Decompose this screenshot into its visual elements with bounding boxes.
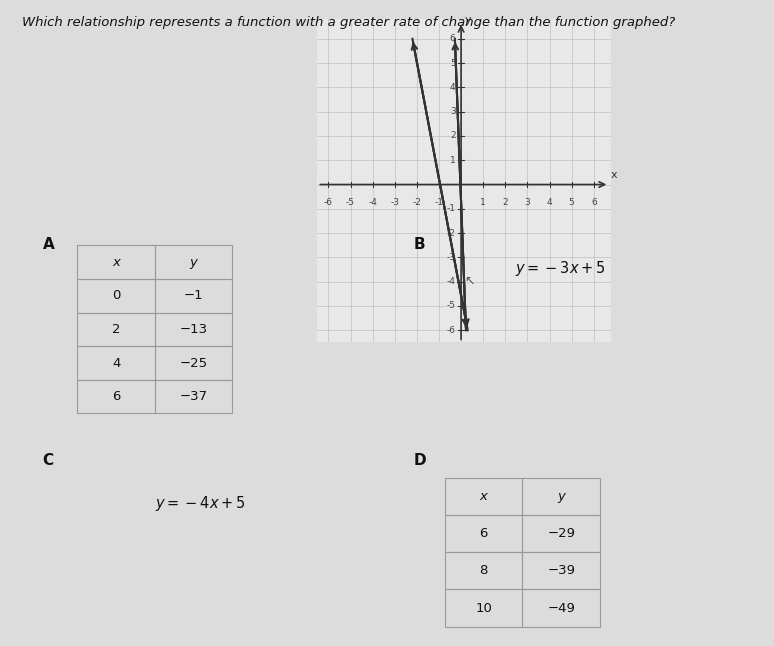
Bar [77,346,155,380]
Text: -5: -5 [346,198,355,207]
Text: -4: -4 [447,277,456,286]
Text: 0: 0 [112,289,120,302]
Text: 6: 6 [112,390,120,403]
Bar [77,279,155,313]
Text: $y = -4x + 5$: $y = -4x + 5$ [155,494,245,514]
Bar [445,589,522,627]
Text: 5: 5 [569,198,574,207]
Text: −37: −37 [180,390,207,403]
Text: −49: −49 [547,601,575,614]
Text: 6: 6 [450,34,456,43]
Text: C: C [43,453,53,468]
Text: 10: 10 [475,601,492,614]
Text: -2: -2 [447,229,456,238]
Text: −25: −25 [180,357,207,370]
Bar [522,552,600,589]
Text: 4: 4 [546,198,553,207]
Text: ↖: ↖ [464,275,475,287]
Text: −39: −39 [547,565,575,578]
Text: D: D [414,453,426,468]
Bar [445,478,522,516]
Text: -3: -3 [390,198,399,207]
Bar [522,478,600,516]
Text: -4: -4 [368,198,377,207]
Text: -1: -1 [447,204,456,213]
Text: y: y [190,256,197,269]
Text: 2: 2 [450,131,456,140]
Text: 1: 1 [450,156,456,165]
Text: 2: 2 [112,323,120,336]
Bar [155,380,232,413]
Bar [77,245,155,279]
Text: 3: 3 [450,107,456,116]
Text: 6: 6 [591,198,597,207]
Text: $y = -3x + 5$: $y = -3x + 5$ [515,258,605,278]
Text: x: x [112,256,120,269]
Text: 4: 4 [450,83,456,92]
Bar [522,516,600,552]
Text: Which relationship represents a function with a greater rate of change than the : Which relationship represents a function… [22,16,675,29]
Text: y: y [464,15,471,25]
Bar [155,245,232,279]
Text: −13: −13 [180,323,207,336]
Text: 5: 5 [450,59,456,68]
Text: A: A [43,236,54,252]
Text: x: x [480,490,488,503]
Bar [77,313,155,346]
Text: -2: -2 [413,198,421,207]
Text: 6: 6 [480,527,488,540]
Text: −29: −29 [547,527,575,540]
Text: B: B [414,236,426,252]
Bar [155,346,232,380]
Text: -6: -6 [447,326,456,335]
Bar [445,516,522,552]
Text: x: x [611,171,617,180]
Text: -6: -6 [324,198,333,207]
Text: -3: -3 [447,253,456,262]
Bar [77,380,155,413]
Bar [155,279,232,313]
Bar [522,589,600,627]
Text: 8: 8 [480,565,488,578]
Bar [445,552,522,589]
Bar [155,313,232,346]
Text: -5: -5 [447,302,456,311]
Text: −1: −1 [183,289,204,302]
Text: 3: 3 [525,198,530,207]
Text: 4: 4 [112,357,120,370]
Text: 2: 2 [502,198,508,207]
Text: 1: 1 [481,198,486,207]
Text: -1: -1 [434,198,444,207]
Text: y: y [557,490,565,503]
